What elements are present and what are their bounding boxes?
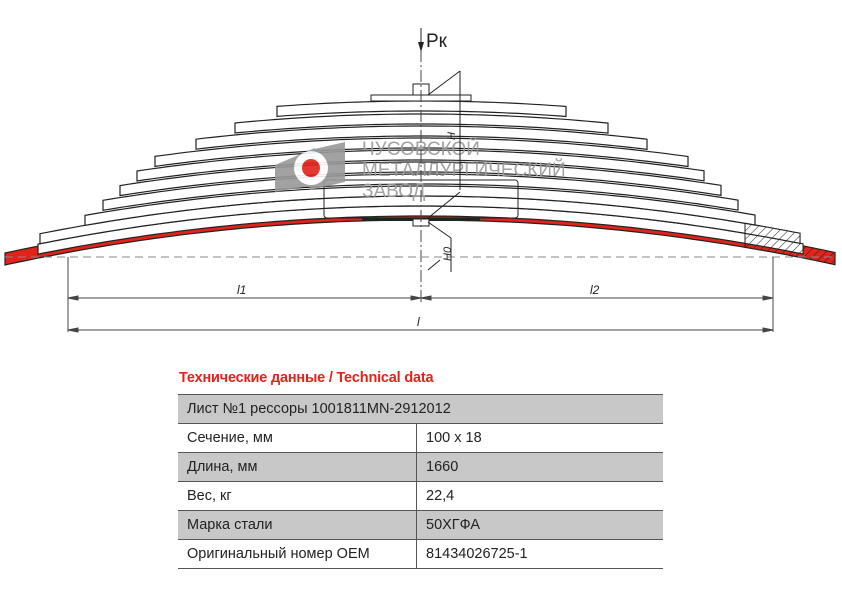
height0-dimension: H0 (427, 221, 454, 272)
row-value: 100 x 18 (416, 423, 663, 453)
part-name: Лист №1 рессоры 1001811MN-2912012 (178, 394, 663, 424)
svg-text:МЕТАЛЛУРГИЧЕСКИЙ: МЕТАЛЛУРГИЧЕСКИЙ (362, 159, 566, 181)
table-row: Марка стали 50ХГФА (178, 510, 663, 540)
load-arrow: Pк (418, 28, 448, 52)
svg-text:H0: H0 (442, 246, 454, 261)
l-label: l (417, 315, 420, 329)
table-row: Вес, кг 22,4 (178, 481, 663, 511)
row-value: 50ХГФА (416, 510, 663, 540)
table-row: Оригинальный номер OEM 81434026725-1 (178, 539, 663, 569)
svg-text:ЧУСОВСКОЙ: ЧУСОВСКОЙ (362, 138, 480, 160)
spring-leaves (4, 100, 836, 266)
technical-data-table: Лист №1 рессоры 1001811MN-2912012 Сечени… (178, 394, 663, 569)
spring-leaf (195, 125, 648, 150)
row-value: 1660 (416, 452, 663, 482)
table-row: Сечение, мм 100 x 18 (178, 423, 663, 453)
spring-leaf (234, 113, 609, 134)
svg-text:H: H (446, 132, 458, 140)
row-label: Сечение, мм (178, 423, 417, 453)
row-label: Оригинальный номер OEM (178, 539, 417, 569)
length-dimensions (67, 257, 774, 333)
l2-label: l2 (590, 283, 600, 297)
row-label: Длина, мм (178, 452, 417, 482)
row-value: 22,4 (416, 481, 663, 511)
leaf-spring-drawing: ЧУСОВСКОЙ МЕТАЛЛУРГИЧЕСКИЙ ЗАВОД Pк H H0… (4, 28, 836, 333)
table-row: Длина, мм 1660 (178, 452, 663, 482)
svg-text:Pк: Pк (426, 31, 448, 52)
company-logo: ЧУСОВСКОЙ МЕТАЛЛУРГИЧЕСКИЙ ЗАВОД (275, 138, 566, 202)
svg-text:ЗАВОД: ЗАВОД (362, 181, 426, 202)
height-dimension: H (427, 70, 461, 219)
row-label: Марка стали (178, 510, 417, 540)
row-value: 81434026725-1 (416, 539, 663, 569)
section-hatch (744, 222, 801, 244)
l1-label: l1 (237, 283, 246, 297)
technical-data-title: Технические данные / Technical data (179, 370, 434, 386)
table-header-row: Лист №1 рессоры 1001811MN-2912012 (178, 394, 663, 424)
row-label: Вес, кг (178, 481, 417, 511)
